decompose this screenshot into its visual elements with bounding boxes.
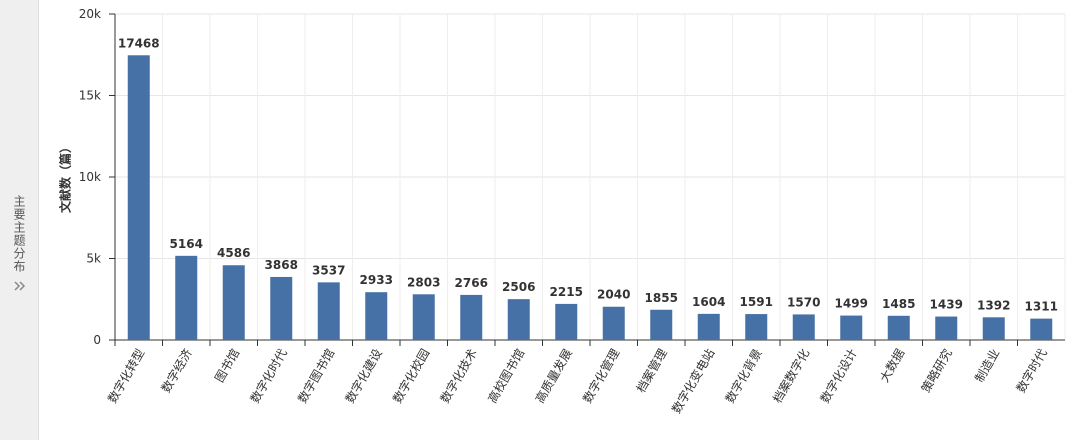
data-label: 2803 [407, 275, 440, 289]
x-tick-label: 图书馆 [211, 346, 242, 385]
expand-icon[interactable] [13, 280, 27, 292]
x-tick-label: 数字图书馆 [294, 346, 337, 405]
x-tick-label: 档案管理 [633, 346, 670, 395]
bar [127, 55, 150, 340]
y-tick-label: 10k [79, 170, 101, 184]
bar [175, 255, 198, 340]
bar [317, 282, 340, 340]
bar [555, 303, 578, 340]
data-label: 1439 [930, 298, 963, 312]
x-tick-label: 数字化管理 [579, 346, 622, 405]
data-label: 17468 [118, 36, 160, 50]
bar [745, 314, 768, 340]
x-tick-label: 数字化建设 [342, 346, 385, 405]
y-tick-label: 20k [79, 7, 101, 21]
x-tick-label: 数字化变电站 [668, 346, 717, 416]
data-label: 1311 [1025, 300, 1058, 314]
data-label: 4586 [217, 246, 250, 260]
data-label: 3537 [312, 263, 345, 277]
bar [982, 317, 1005, 340]
x-tick-label: 大数据 [876, 346, 907, 385]
bar [792, 314, 815, 340]
data-label: 2766 [455, 276, 488, 290]
y-tick-label: 15k [79, 89, 101, 103]
bar [935, 316, 958, 340]
data-label: 1591 [740, 295, 773, 309]
x-tick-label: 高校图书馆 [484, 346, 527, 405]
x-tick-label: 数字化转型 [104, 346, 147, 405]
bar [507, 299, 530, 340]
bar [840, 315, 863, 340]
sidebar-title[interactable]: 主要主题分布 [12, 195, 26, 273]
bar [365, 292, 388, 340]
data-label: 3868 [265, 258, 298, 272]
data-label: 5164 [170, 237, 203, 251]
data-label: 1570 [787, 295, 820, 309]
x-tick-label: 数字时代 [1013, 346, 1050, 395]
x-tick-label: 数字化背景 [722, 346, 765, 405]
x-tick-label: 制造业 [972, 347, 1002, 385]
bar [460, 294, 483, 340]
data-label: 2506 [502, 280, 535, 294]
data-label: 1855 [645, 291, 678, 305]
x-tick-label: 数字化技术 [437, 346, 480, 405]
bar [1030, 318, 1053, 340]
x-tick-label: 档案数字化 [769, 346, 812, 405]
x-tick-label: 数字化时代 [247, 346, 290, 405]
bar [412, 294, 435, 340]
y-tick-label: 0 [93, 333, 101, 347]
y-tick-label: 5k [86, 252, 101, 266]
data-label: 2215 [550, 285, 583, 299]
data-label: 2040 [597, 288, 630, 302]
x-tick-label: 数字化校园 [389, 346, 432, 405]
bar [697, 313, 720, 340]
sidebar[interactable]: 主要主题分布 [0, 0, 39, 440]
data-label: 1485 [882, 297, 915, 311]
x-tick-label: 数字化设计 [817, 346, 860, 405]
y-axis-label: 文献数（篇） [58, 141, 73, 213]
data-label: 2933 [360, 273, 393, 287]
bar [270, 276, 293, 340]
x-tick-label: 策略研究 [918, 346, 955, 395]
x-tick-label: 高质量发展 [532, 346, 575, 405]
x-tick-label: 数字经济 [158, 346, 195, 395]
bar [650, 309, 673, 340]
bar [887, 315, 910, 340]
data-label: 1604 [692, 295, 725, 309]
data-label: 1499 [835, 297, 868, 311]
bar [222, 265, 245, 340]
data-label: 1392 [977, 298, 1010, 312]
bar [602, 306, 625, 340]
